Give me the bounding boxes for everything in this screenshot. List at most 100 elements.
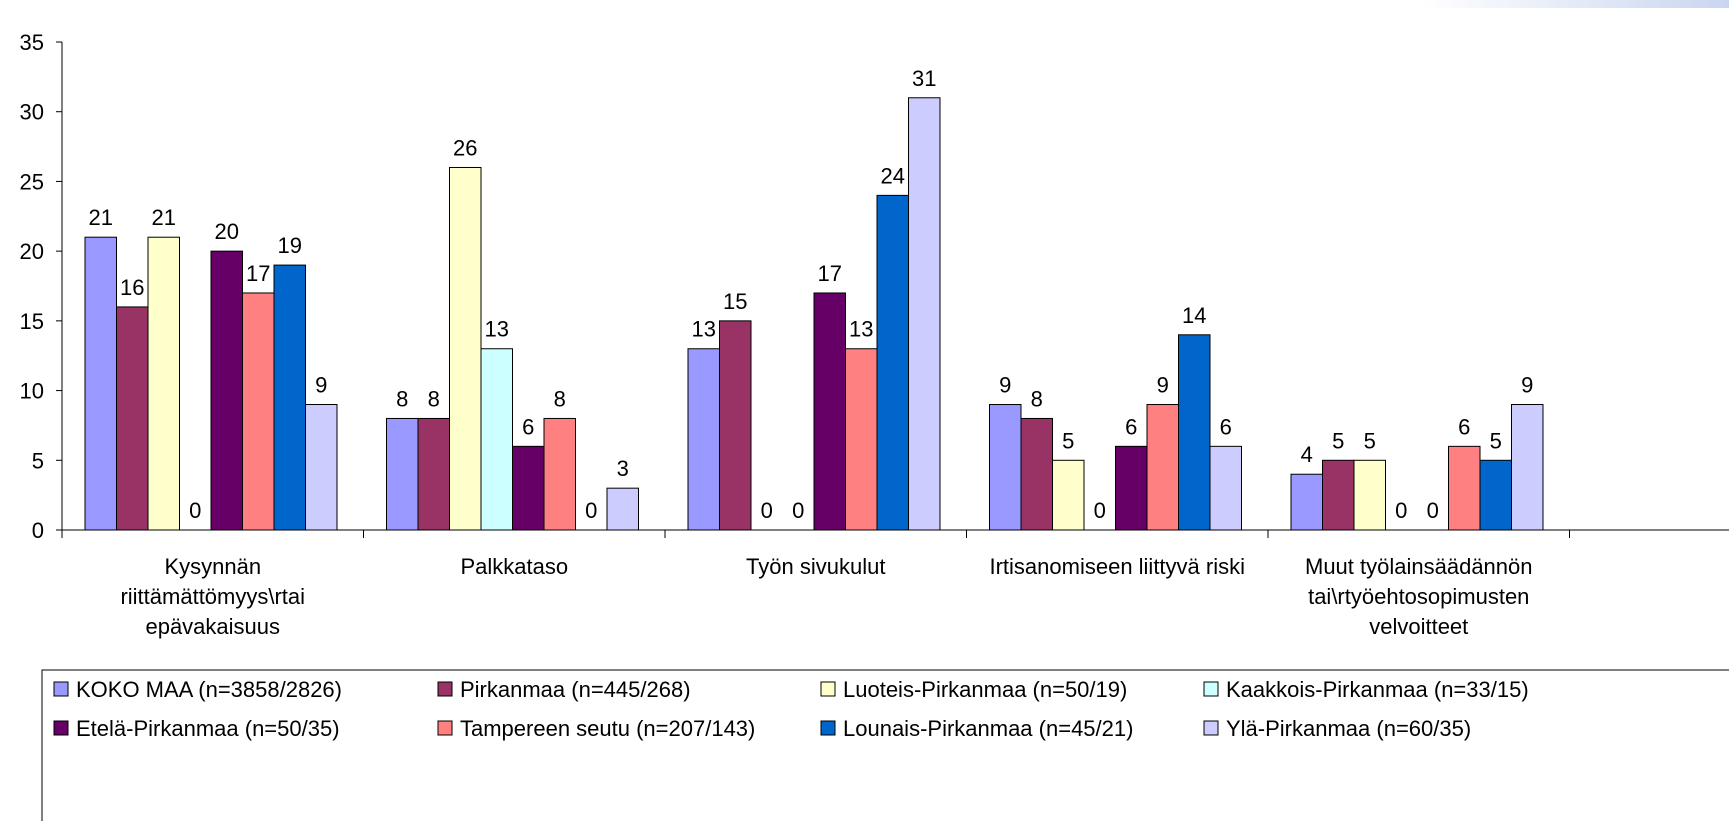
bar [84, 236, 117, 531]
data-label: 6 [522, 414, 534, 439]
y-tick-label: 20 [20, 239, 44, 264]
bar [386, 417, 419, 531]
y-tick-label: 10 [20, 379, 44, 404]
data-label: 8 [554, 386, 566, 411]
data-label: 6 [1125, 414, 1137, 439]
bar [1052, 459, 1085, 531]
data-label: 8 [1031, 386, 1043, 411]
category-label: Palkkataso [460, 554, 568, 579]
y-tick-label: 35 [20, 30, 44, 55]
data-label: 0 [761, 498, 773, 523]
bar [1322, 459, 1355, 531]
bar [543, 417, 576, 531]
bar [908, 97, 941, 531]
data-label: 0 [1094, 498, 1106, 523]
legend-label: Kaakkois-Pirkanmaa (n=33/15) [1226, 677, 1529, 702]
category-label: Kysynnän riittämättömyys\rtai epävakaisuus [120, 554, 305, 639]
legend-label: Luoteis-Pirkanmaa (n=50/19) [843, 677, 1127, 702]
bar [1146, 404, 1179, 531]
bar [242, 292, 275, 531]
y-axis: 0 5 10 15 20 25 30 35 [20, 30, 63, 543]
data-label: 8 [396, 386, 408, 411]
data-label: 20 [215, 219, 239, 244]
data-label: 9 [999, 373, 1011, 398]
data-label: 24 [881, 163, 905, 188]
bar [512, 445, 545, 531]
bar [813, 292, 846, 531]
x-axis [61, 529, 1729, 538]
data-label: 0 [1395, 498, 1407, 523]
data-label: 14 [1182, 303, 1206, 328]
y-tick-label: 25 [20, 169, 44, 194]
legend: KOKO MAA (n=3858/2826) Pirkanmaa (n=445/2… [41, 669, 1729, 821]
bar [305, 404, 338, 531]
bar [1209, 445, 1242, 531]
y-tick-label: 30 [20, 100, 44, 125]
bar [480, 348, 513, 531]
data-label: 17 [246, 261, 270, 286]
bar [210, 250, 243, 531]
bar [116, 306, 149, 531]
legend-swatch [53, 720, 69, 736]
bar [147, 236, 180, 531]
y-tick-label: 0 [32, 518, 44, 543]
bar [989, 404, 1022, 531]
legend-swatch [53, 681, 69, 697]
legend-swatch [820, 681, 836, 697]
data-label: 9 [1157, 373, 1169, 398]
legend-label: KOKO MAA (n=3858/2826) [76, 677, 342, 702]
bar [687, 348, 720, 531]
data-label: 6 [1220, 414, 1232, 439]
data-label: 31 [912, 66, 936, 91]
bar [449, 166, 482, 531]
data-label: 26 [453, 135, 477, 160]
y-tick-label: 15 [20, 309, 44, 334]
legend-swatch [437, 681, 453, 697]
data-label: 13 [849, 317, 873, 342]
legend-label: Tampereen seutu (n=207/143) [460, 716, 755, 741]
data-label: 0 [792, 498, 804, 523]
data-label: 0 [585, 498, 597, 523]
data-label: 17 [818, 261, 842, 286]
bar [1511, 404, 1544, 531]
legend-swatch [1203, 681, 1219, 697]
bar [719, 320, 752, 531]
legend-label: Lounais-Pirkanmaa (n=45/21) [843, 716, 1133, 741]
data-label: 0 [189, 498, 201, 523]
data-label: 8 [428, 386, 440, 411]
bar [273, 264, 306, 531]
legend-box [41, 669, 1729, 821]
bar [876, 194, 909, 531]
category-labels: Kysynnän riittämättömyys\rtai epävakaisuus… [120, 554, 1532, 639]
data-label: 21 [89, 205, 113, 230]
data-label: 15 [723, 289, 747, 314]
top-decorative-band [1420, 0, 1729, 8]
legend-label: Pirkanmaa (n=445/268) [460, 677, 691, 702]
bars [84, 97, 1544, 531]
data-label: 5 [1364, 428, 1376, 453]
data-label: 6 [1458, 414, 1470, 439]
legend-swatch [437, 720, 453, 736]
y-tick-label: 5 [32, 448, 44, 473]
data-label: 5 [1062, 428, 1074, 453]
legend-label: Etelä-Pirkanmaa (n=50/35) [76, 716, 340, 741]
data-label: 13 [692, 317, 716, 342]
data-label: 3 [617, 456, 629, 481]
legend-swatch [820, 720, 836, 736]
legend-swatch [1203, 720, 1219, 736]
data-label: 5 [1490, 428, 1502, 453]
bar [845, 348, 878, 531]
data-label: 21 [152, 205, 176, 230]
bar [1290, 473, 1323, 531]
bar [417, 417, 450, 531]
bar [606, 487, 639, 531]
data-label: 9 [1521, 373, 1533, 398]
category-label: Muut työlainsäädännön tai\rtyöehtosopimus… [1305, 554, 1533, 639]
bar [1178, 334, 1211, 531]
data-label: 9 [315, 373, 327, 398]
bar [1448, 445, 1481, 531]
data-label: 13 [485, 317, 509, 342]
category-label: Irtisanomiseen liittyvä riski [989, 554, 1245, 579]
